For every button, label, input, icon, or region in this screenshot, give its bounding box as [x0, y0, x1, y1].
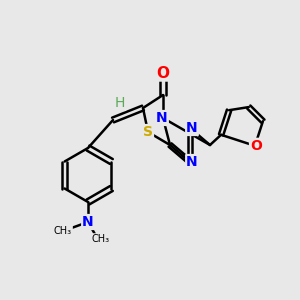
Text: CH₃: CH₃ — [92, 234, 110, 244]
Text: N: N — [82, 215, 94, 229]
Text: O: O — [157, 65, 169, 80]
Text: N: N — [186, 155, 198, 169]
Text: N: N — [156, 111, 168, 125]
Text: O: O — [250, 139, 262, 153]
Text: CH₃: CH₃ — [54, 226, 72, 236]
Text: N: N — [186, 121, 198, 135]
Text: H: H — [115, 96, 125, 110]
Text: S: S — [143, 125, 153, 139]
